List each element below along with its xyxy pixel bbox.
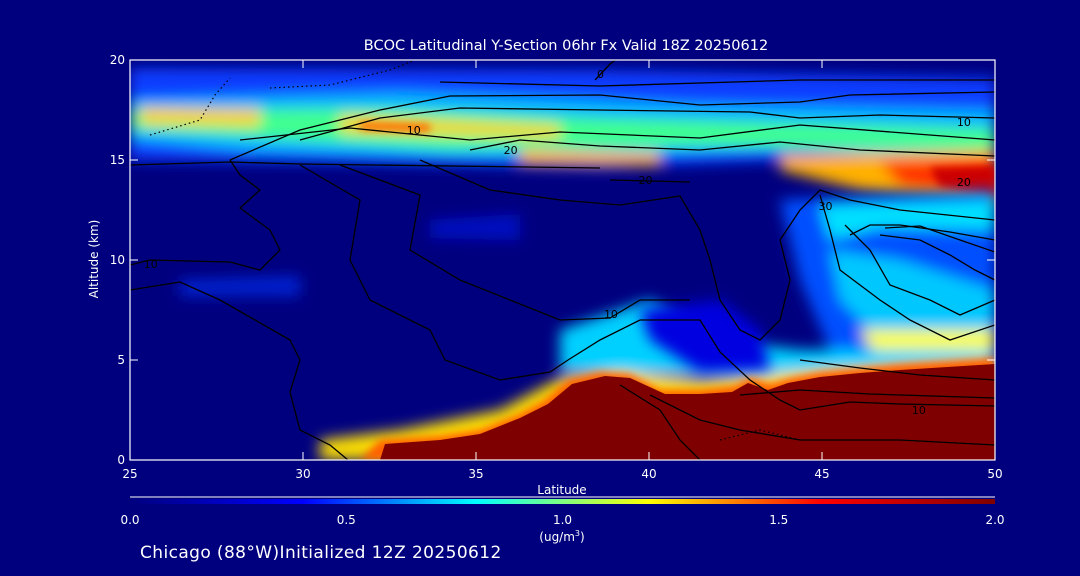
contour-label: 20 [957,176,971,189]
x-tick-label: 25 [122,467,137,481]
x-axis-label: Latitude [537,483,586,497]
colorbar-tick-label: 2.0 [985,513,1004,527]
y-tick-label: 5 [117,353,125,367]
contour-label: 20 [639,174,653,187]
contour-label: 20 [504,144,518,157]
colorbar-unit: (ug/m3) [539,529,584,544]
y-tick-label: 0 [117,453,125,467]
y-tick-label: 20 [110,53,125,67]
y-axis: 0 5 10 15 20 [110,53,995,467]
footer-caption: Chicago (88°W)Initialized 12Z 20250612 [140,543,502,563]
colorbar: 0.0 0.5 1.0 1.5 2.0 (ug/m3) [120,496,1005,544]
concentration-field [130,60,995,460]
chart-title: BCOC Latitudinal Y-Section 06hr Fx Valid… [364,38,768,54]
contour-label: 30 [818,200,832,213]
x-tick-label: 40 [641,467,656,481]
contour-label: 10 [407,124,421,137]
contour-label: 10 [957,116,971,129]
colorbar-tick-label: 1.0 [553,513,572,527]
contour-label: 10 [912,404,926,417]
y-tick-label: 15 [110,153,125,167]
x-tick-label: 45 [814,467,829,481]
colorbar-tick-label: 0.0 [120,513,139,527]
contour-lines [130,60,995,460]
y-axis-label: Altitude (km) [87,220,101,299]
contour-label: 10 [144,258,158,271]
colorbar-tick-label: 0.5 [337,513,356,527]
x-tick-label: 50 [987,467,1002,481]
x-tick-label: 30 [295,467,310,481]
contour-label: 0 [597,68,604,81]
colorbar-tick-label: 1.5 [769,513,788,527]
colorbar-strip [130,499,995,504]
colorbar-ticks: 0.0 0.5 1.0 1.5 2.0 [120,513,1004,527]
x-axis: 25 30 35 40 45 50 [122,60,1003,481]
contour-label: 10 [604,308,618,321]
contour-labels: 0 10 20 20 10 20 30 10 10 10 [144,68,971,417]
y-tick-label: 10 [110,253,125,267]
x-tick-label: 35 [468,467,483,481]
